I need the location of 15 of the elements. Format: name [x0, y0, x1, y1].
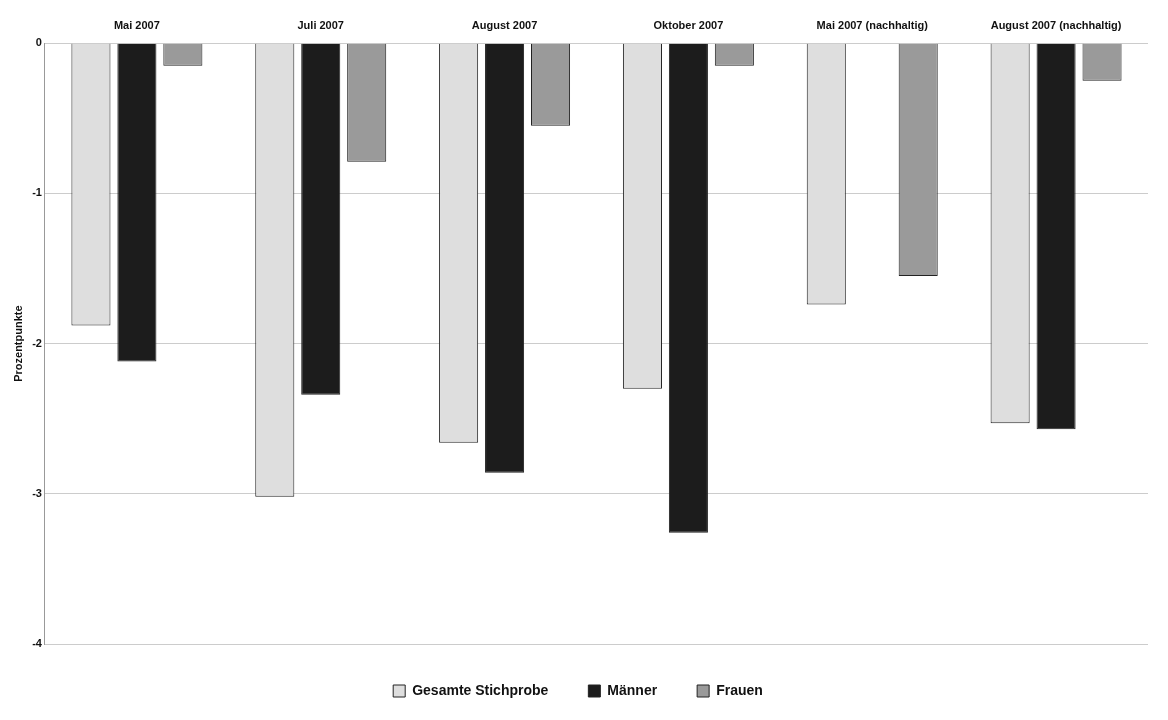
y-tick-label: 0	[35, 36, 42, 49]
x-tick-label: Oktober 2007	[653, 18, 724, 31]
x-tick-label: Mai 2007 (nachhaltig)	[816, 18, 929, 31]
y-tick-label: -2	[32, 336, 42, 349]
legend-label: Frauen	[716, 681, 763, 698]
x-tick-label: Juli 2007	[297, 18, 344, 31]
x-tick-label: August 2007 (nachhaltig)	[990, 18, 1122, 31]
y-tick-label: -1	[32, 186, 42, 199]
y-axis-title: Prozentpunkte	[11, 305, 24, 382]
legend-label: Gesamte Stichprobe	[412, 681, 549, 698]
x-tick-label: August 2007	[471, 18, 538, 31]
y-tick-label: -4	[32, 637, 43, 650]
x-tick-label: Mai 2007	[113, 18, 160, 31]
y-tick-label: -3	[32, 486, 42, 499]
legend-label: Männer	[607, 681, 658, 698]
